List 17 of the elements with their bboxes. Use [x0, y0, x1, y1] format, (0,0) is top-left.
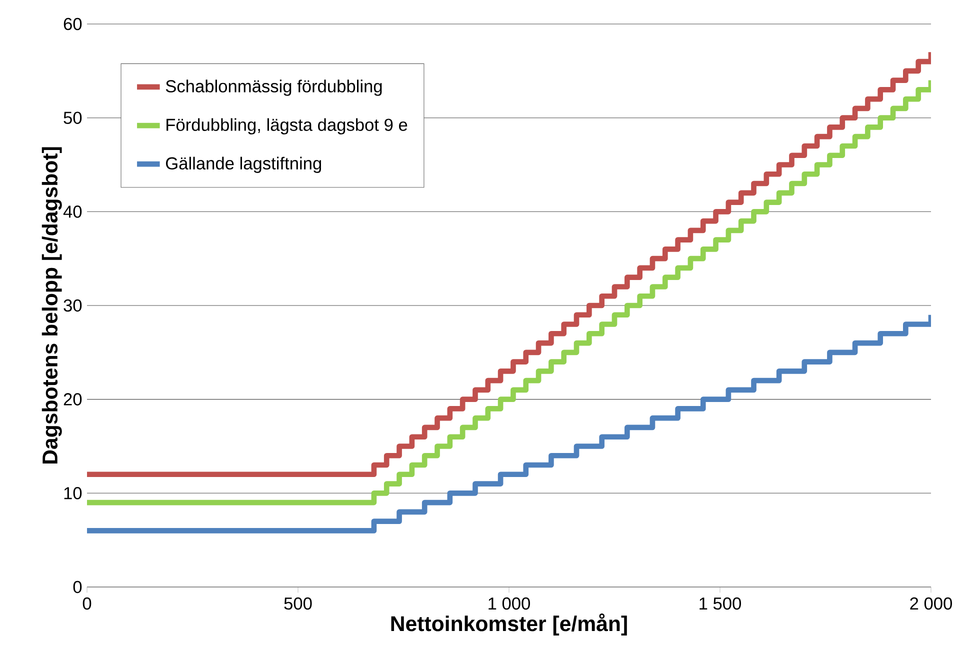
y-tick-label: 10 [64, 487, 82, 500]
y-tick-label: 60 [64, 18, 82, 30]
y-tick-label: 20 [64, 393, 82, 406]
x-tick-label: 1 500 [700, 597, 741, 610]
x-tick-label: 500 [284, 597, 312, 610]
x-tick-label: 0 [82, 597, 92, 610]
legend-label: Fördubbling, lägsta dagsbot 9 e [166, 118, 408, 134]
y-tick-label: 50 [64, 112, 82, 124]
x-tick-label: 1 000 [488, 597, 530, 610]
legend-label: Gällande lagstiftning [166, 156, 322, 173]
x-tick-label: 2 000 [910, 597, 952, 610]
legend-label: Schablonmässig fördubbling [166, 80, 382, 96]
x-axis-title: Nettoinkomster [e/mån] [391, 613, 627, 636]
y-tick-label: 40 [63, 206, 82, 218]
y-tick-label: 30 [64, 299, 82, 312]
y-axis-title: Dagsbotens belopp [e/dagsbot] [42, 147, 62, 464]
y-tick-label: 0 [73, 580, 82, 594]
